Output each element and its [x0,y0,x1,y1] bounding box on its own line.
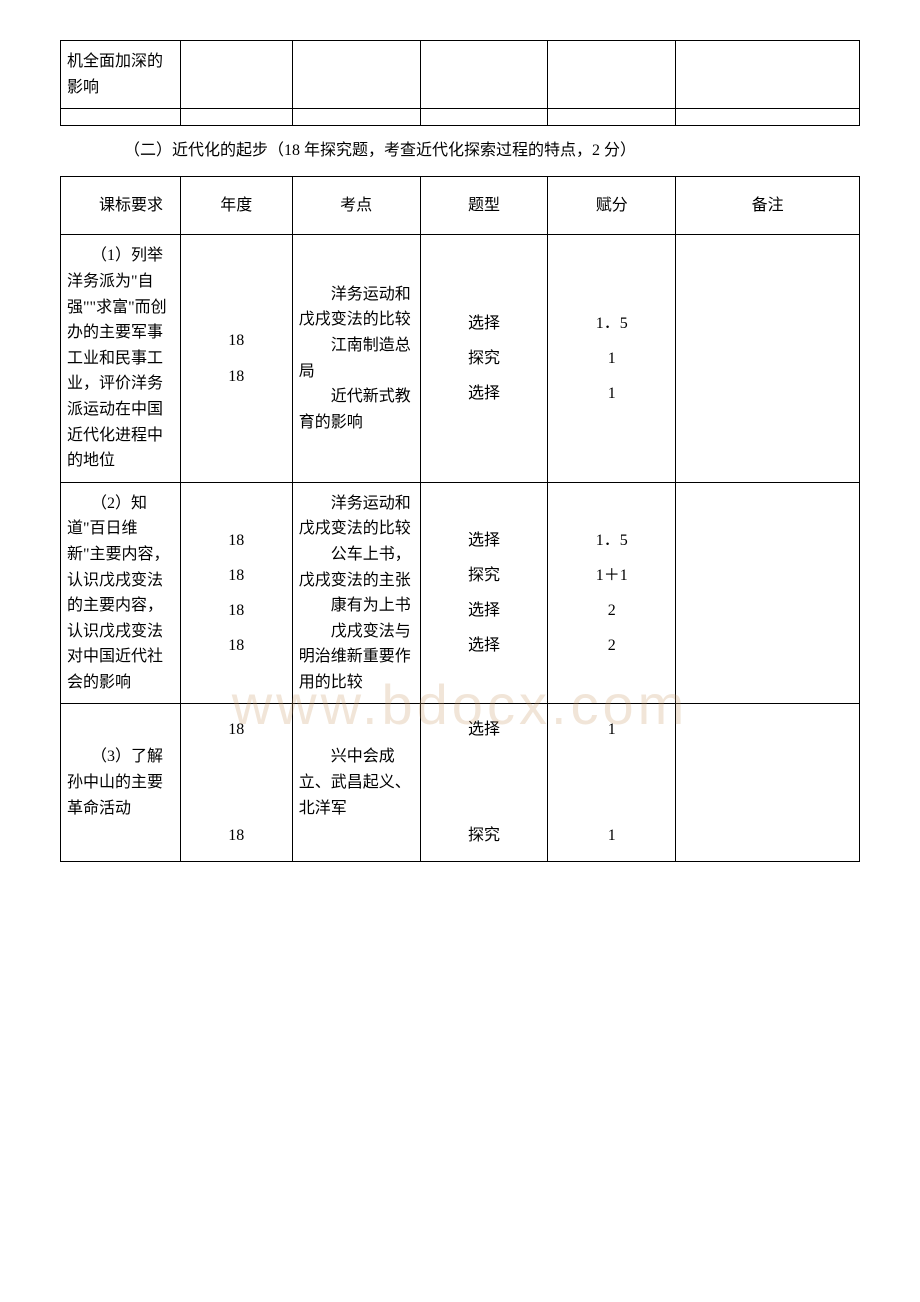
cell [676,704,860,862]
cell: 洋务运动和戊戌变法的比较 江南制造总局 近代新式教育的影响 [292,235,420,482]
header-cell: 课标要求 [61,176,181,235]
cell [548,109,676,126]
cell [676,41,860,109]
cell: 18 18 [180,235,292,482]
cell: 选择 探究 选择 [420,235,548,482]
table-row [61,109,860,126]
cell: 1．5 1＋1 2 2 [548,482,676,704]
header-cell: 备注 [676,176,860,235]
cell [676,482,860,704]
cell: 兴中会成立、武昌起义、北洋军 [292,704,420,862]
cell: 选择 探究 [420,704,548,862]
table-row: （3）了解孙中山的主要革命活动 18 18 兴中会成立、武昌起义、北洋军 选择 … [61,704,860,862]
table-row: （2）知道"百日维新"主要内容，认识戊戌变法的主要内容，认识戊戌变法对中国近代社… [61,482,860,704]
cell [676,109,860,126]
cell [292,109,420,126]
table-1: 机全面加深的影响 [60,40,860,126]
cell: 选择 探究 选择 选择 [420,482,548,704]
header-cell: 年度 [180,176,292,235]
cell: （1）列举洋务派为"自强""求富"而创办的主要军事工业和民事工业，评价洋务派运动… [61,235,181,482]
cell [420,41,548,109]
header-cell: 赋分 [548,176,676,235]
cell: 18 18 [180,704,292,862]
header-cell: 题型 [420,176,548,235]
cell [61,109,181,126]
cell: 18 18 18 18 [180,482,292,704]
cell: （3）了解孙中山的主要革命活动 [61,704,181,862]
cell [180,109,292,126]
table-2: 课标要求 年度 考点 题型 赋分 备注 （1）列举洋务派为"自强""求富"而创办… [60,176,860,862]
cell [548,41,676,109]
cell: 机全面加深的影响 [61,41,181,109]
cell: 1 1 [548,704,676,862]
table-row: （1）列举洋务派为"自强""求富"而创办的主要军事工业和民事工业，评价洋务派运动… [61,235,860,482]
cell: 1．5 1 1 [548,235,676,482]
table-row: 机全面加深的影响 [61,41,860,109]
section-title: （二）近代化的起步（18 年探究题，考查近代化探索过程的特点，2 分） [60,138,860,164]
cell [676,235,860,482]
cell: （2）知道"百日维新"主要内容，认识戊戌变法的主要内容，认识戊戌变法对中国近代社… [61,482,181,704]
table-header-row: 课标要求 年度 考点 题型 赋分 备注 [61,176,860,235]
cell: 洋务运动和戊戌变法的比较 公车上书，戊戌变法的主张 康有为上书 戊戌变法与明治维… [292,482,420,704]
header-cell: 考点 [292,176,420,235]
cell [292,41,420,109]
cell [420,109,548,126]
cell [180,41,292,109]
